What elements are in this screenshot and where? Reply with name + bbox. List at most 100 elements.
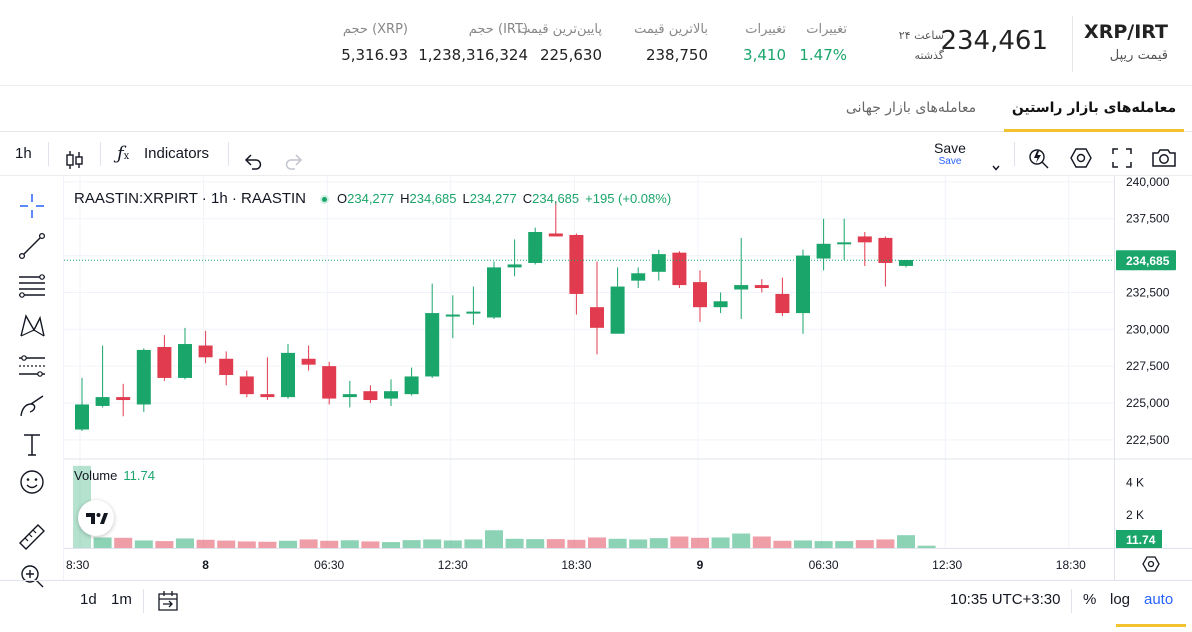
volume-bar [691,537,709,548]
last-volume-badge [1116,530,1162,548]
volume-bar [443,540,462,548]
candle-body [528,232,543,263]
volume-bar [526,539,545,548]
zoom-in-icon[interactable] [16,560,48,592]
time-axis: 8:30 8 06:30 12:30 18:30 9 06:30 12:30 18:30 [66,556,1160,572]
volume-bar [423,539,442,548]
camera-icon[interactable] [1151,143,1177,167]
volume-bar [505,538,524,548]
candle-body [157,346,172,378]
legend-open: 234,277 [347,191,395,206]
candles-icon[interactable] [62,144,86,169]
legend-close-label: C [522,191,533,206]
settings-icon[interactable] [1069,143,1093,168]
legend-open-label: O [337,191,348,206]
stat-volume-xrp: حجم (XRP) 5,316.93 [341,22,408,64]
volume-bar [546,539,565,548]
volume-bar [876,539,895,548]
brush-icon[interactable] [16,390,48,422]
emoji-icon[interactable] [16,466,48,498]
date-range-icon[interactable] [156,589,180,611]
candles [75,201,913,431]
last-price-marker: 234,685 [64,250,1176,271]
chart-toolbar: 1h ƒx Indicators Save Save [0,132,1192,176]
time-tick-label: 18:30 [1056,558,1086,572]
chart-canvas[interactable]: 240,000237,500235,000232,500230,000227,5… [64,176,1192,580]
volume-bar [711,537,730,548]
chevron-down-icon[interactable] [990,148,1002,171]
legend-low: 234,277 [469,191,517,206]
volume-bar [196,539,215,548]
volume-bar [649,538,668,548]
market-status-dot [320,195,329,204]
candle-body [384,391,398,399]
candle-body [754,285,769,289]
save-button[interactable]: Save Save [928,140,972,168]
undo-icon[interactable] [243,145,263,170]
last-price: 234,461 [940,26,1048,56]
toolbar-separator [1014,142,1015,166]
text-icon[interactable] [16,428,48,460]
alert-icon[interactable] [1027,143,1051,169]
candle-body [672,252,687,286]
price-tick-label: 222,500 [1126,433,1170,447]
candle-body [404,376,419,395]
redo-icon[interactable] [284,145,304,170]
time-tick-label: 06:30 [314,558,344,572]
toolbar-separator [100,142,101,166]
stat-value: 5,316.93 [341,46,408,64]
drawing-toolbar [0,176,64,588]
interval-button[interactable]: 1h [15,145,32,162]
price-tick-label: 240,000 [1126,176,1170,189]
fullscreen-icon[interactable] [1111,143,1133,168]
price-axis: 240,000237,500235,000232,500230,000227,5… [1126,176,1170,447]
stat-label: پایین‌ترین قیمت [518,22,602,37]
timezone-clock[interactable]: 10:35 UTC+3:30 [950,591,1061,608]
trend-line-icon[interactable] [16,230,48,262]
candle-body [837,242,852,245]
stat-value: 1.47% [799,46,847,64]
range-1d-button[interactable]: 1d [80,591,97,608]
stat-volume-irt: حجم (IRT) 1,238,316,324 [418,22,528,64]
time-tick-label: 12:30 [438,558,468,572]
fx-icon[interactable]: ƒx [117,143,130,164]
candle-body [734,285,749,290]
prediction-icon[interactable] [16,350,48,382]
stat-low: پایین‌ترین قیمت 225,630 [518,22,602,64]
candle-body [796,255,810,314]
volume-bar [134,540,153,548]
volume-bar [464,539,483,548]
last-price-badge [1116,250,1176,271]
tab-global-trades[interactable]: معامله‌های بازار جهانی [845,100,977,116]
log-toggle[interactable]: log [1110,591,1131,608]
stat-label: بالاترین قیمت [634,22,708,37]
price-tick-label: 227,500 [1126,359,1170,373]
toolbar-separator [228,142,229,166]
range-1m-button[interactable]: 1m [111,591,132,608]
candle-body [590,307,604,328]
price-tick-label: 225,000 [1126,396,1170,410]
crosshair-icon[interactable] [16,190,48,222]
pattern-icon[interactable] [16,310,48,342]
percent-toggle[interactable]: % [1083,591,1097,608]
time-tick-label: 12:30 [932,558,962,572]
candle-body [713,301,728,308]
volume-bar [258,541,277,548]
time-tick-label: 8 [202,558,209,572]
volume-bar [814,541,833,548]
candle-body [610,286,625,334]
tab-raastin-trades[interactable]: معامله‌های بازار راستین [1004,86,1184,132]
candle-body [301,358,316,365]
volume-bar [670,536,689,548]
fib-retracement-icon[interactable] [16,270,48,302]
ruler-icon[interactable] [16,521,48,553]
auto-toggle[interactable]: auto [1144,591,1174,608]
volume-bar [629,539,648,548]
indicators-button[interactable]: Indicators [144,145,210,162]
market-tabs: معامله‌های بازار راستین معامله‌های بازار… [0,86,1192,132]
tradingview-logo[interactable] [78,500,114,536]
legend-close: 234,685 [532,191,580,206]
price-chart[interactable]: 240,000237,500235,000232,500230,000227,5… [64,176,1192,580]
last-volume-label: 11.74 [1126,533,1156,547]
legend-change: +195 (+0.08%) [585,191,672,206]
